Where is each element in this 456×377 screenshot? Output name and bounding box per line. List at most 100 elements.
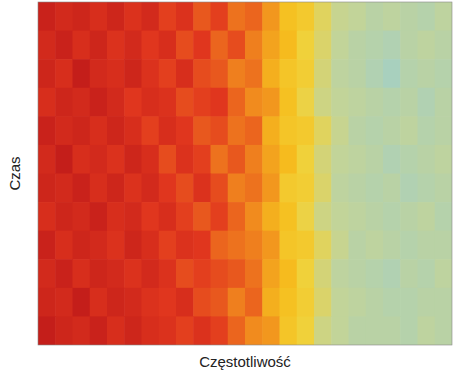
heat-cell <box>314 88 332 117</box>
heat-cell <box>159 174 177 203</box>
heat-cell <box>90 288 108 317</box>
heat-cell <box>193 31 211 60</box>
heat-cell <box>262 88 280 117</box>
heat-cell <box>55 259 73 288</box>
heat-cell <box>366 59 384 88</box>
heat-cell <box>193 231 211 260</box>
heat-cell <box>262 116 280 145</box>
heat-cell <box>38 116 56 145</box>
heat-cell <box>228 174 246 203</box>
heat-cell <box>435 2 452 31</box>
heat-cell <box>280 202 298 231</box>
heat-cell <box>366 2 384 31</box>
heat-cell <box>314 31 332 60</box>
heat-cell <box>400 145 418 174</box>
heat-cell <box>211 31 229 60</box>
heat-cell <box>297 288 315 317</box>
heat-cell <box>400 316 418 345</box>
heat-cell <box>193 174 211 203</box>
heat-cell <box>383 2 401 31</box>
heat-cell <box>418 145 436 174</box>
heat-cell <box>176 288 194 317</box>
heat-cell <box>73 231 91 260</box>
heat-cell <box>211 116 229 145</box>
heat-cell <box>280 145 298 174</box>
heat-cell <box>400 231 418 260</box>
heat-cell <box>73 59 91 88</box>
heat-cell <box>331 231 349 260</box>
heat-cell <box>383 145 401 174</box>
heat-cell <box>262 288 280 317</box>
heat-cell <box>297 202 315 231</box>
heat-cell <box>418 116 436 145</box>
heat-cell <box>262 316 280 345</box>
heat-cell <box>55 116 73 145</box>
heat-cell <box>366 288 384 317</box>
heat-cell <box>314 259 332 288</box>
heat-cell <box>90 145 108 174</box>
heat-cell <box>90 202 108 231</box>
heat-cell <box>331 288 349 317</box>
heat-cell <box>331 116 349 145</box>
heat-cell <box>211 288 229 317</box>
heat-cell <box>55 31 73 60</box>
heat-cell <box>159 316 177 345</box>
heat-cell <box>280 231 298 260</box>
heat-cell <box>435 316 452 345</box>
heat-cell <box>90 174 108 203</box>
heat-cell <box>38 202 56 231</box>
heat-cell <box>349 59 367 88</box>
heat-cell <box>211 231 229 260</box>
heat-cell <box>107 59 125 88</box>
heat-cell <box>314 174 332 203</box>
heat-cell <box>73 88 91 117</box>
heat-cell <box>435 59 452 88</box>
heat-cell <box>435 288 452 317</box>
heat-cell <box>211 145 229 174</box>
heat-cell <box>297 2 315 31</box>
heat-cell <box>159 88 177 117</box>
heat-cell <box>297 59 315 88</box>
heat-cell <box>418 202 436 231</box>
heat-cell <box>73 145 91 174</box>
heat-cell <box>280 174 298 203</box>
heat-cell <box>38 231 56 260</box>
heat-cell <box>211 59 229 88</box>
heat-cell <box>262 259 280 288</box>
heat-cell <box>73 259 91 288</box>
heat-cell <box>383 259 401 288</box>
heat-cell <box>331 202 349 231</box>
heat-cell <box>176 59 194 88</box>
heat-cell <box>38 316 56 345</box>
heat-cell <box>193 316 211 345</box>
heat-cell <box>38 31 56 60</box>
heat-cell <box>400 116 418 145</box>
heat-cell <box>331 259 349 288</box>
heat-cell <box>176 116 194 145</box>
heat-cell <box>228 288 246 317</box>
heat-cell <box>90 116 108 145</box>
heat-cell <box>228 88 246 117</box>
heat-cell <box>211 316 229 345</box>
heat-cell <box>159 288 177 317</box>
heat-cell <box>107 2 125 31</box>
heat-cell <box>297 174 315 203</box>
heat-cell <box>73 116 91 145</box>
heat-cell <box>176 88 194 117</box>
heat-cell <box>297 231 315 260</box>
heat-cell <box>280 31 298 60</box>
plot-frame <box>38 2 452 345</box>
heat-cell <box>366 316 384 345</box>
heat-cell <box>349 259 367 288</box>
heat-cell <box>211 259 229 288</box>
heat-cell <box>176 259 194 288</box>
heat-cell <box>314 231 332 260</box>
heat-cell <box>297 116 315 145</box>
heat-cell <box>193 202 211 231</box>
heat-cell <box>176 31 194 60</box>
heat-cell <box>159 31 177 60</box>
heat-cell <box>262 145 280 174</box>
heat-cell <box>159 2 177 31</box>
heat-cell <box>176 231 194 260</box>
heat-cell <box>176 202 194 231</box>
